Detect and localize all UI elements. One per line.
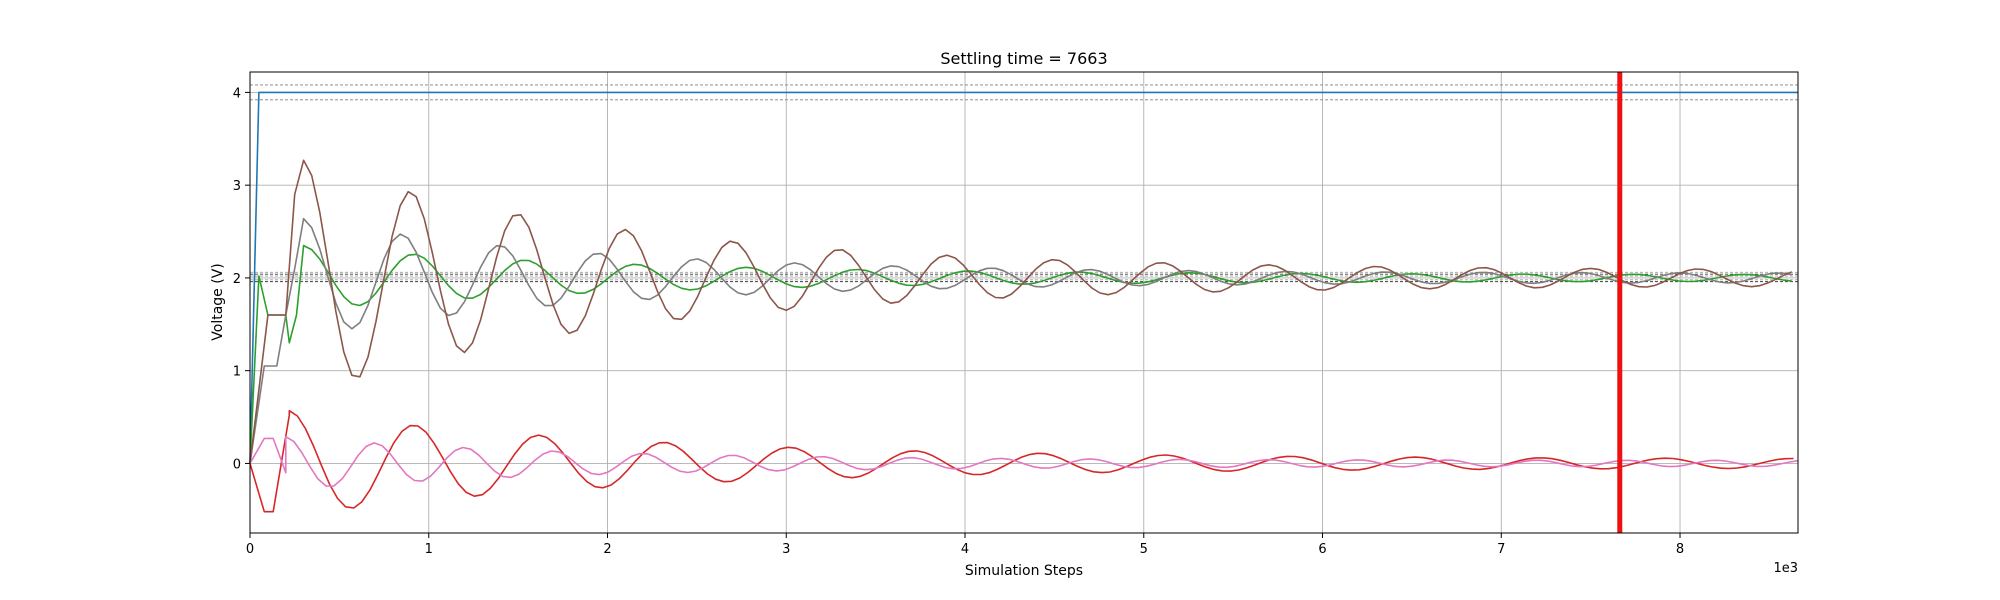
x-axis-offset-label: 1e3 <box>1773 561 1798 576</box>
x-axis-label: Simulation Steps <box>965 563 1083 579</box>
x-tick-label: 5 <box>1140 542 1148 557</box>
x-tick-label: 1 <box>425 542 433 557</box>
series-lines <box>249 91 1799 513</box>
y-tick-label: 0 <box>233 457 241 472</box>
y-tick-label: 3 <box>233 179 241 194</box>
series-line <box>249 159 1793 464</box>
y-tick-label: 2 <box>233 272 241 287</box>
series-line <box>249 244 1792 464</box>
x-tick-label: 4 <box>961 542 969 557</box>
y-tick-label: 4 <box>233 86 241 101</box>
x-tick-label: 6 <box>1318 542 1326 557</box>
x-tick-label: 3 <box>782 542 790 557</box>
plot-frame <box>249 71 1799 534</box>
y-axis-label: Voltage (V) <box>210 263 226 340</box>
series-line <box>249 217 1792 464</box>
x-tick-label: 7 <box>1497 542 1505 557</box>
x-tick-label: 2 <box>603 542 611 557</box>
series-line <box>249 91 1798 464</box>
series-line <box>249 435 1799 487</box>
y-tick-label: 1 <box>233 365 241 380</box>
x-tick-label: 8 <box>1676 542 1684 557</box>
tolerance-bands <box>250 84 1798 283</box>
x-tick-label: 0 <box>246 542 254 557</box>
series-line <box>249 409 1794 513</box>
axis-ticks: 0 1 2 3 4 5 6 7 8 0 1 2 3 4 <box>233 86 1684 557</box>
chart-title: Settling time = 7663 <box>940 49 1107 68</box>
